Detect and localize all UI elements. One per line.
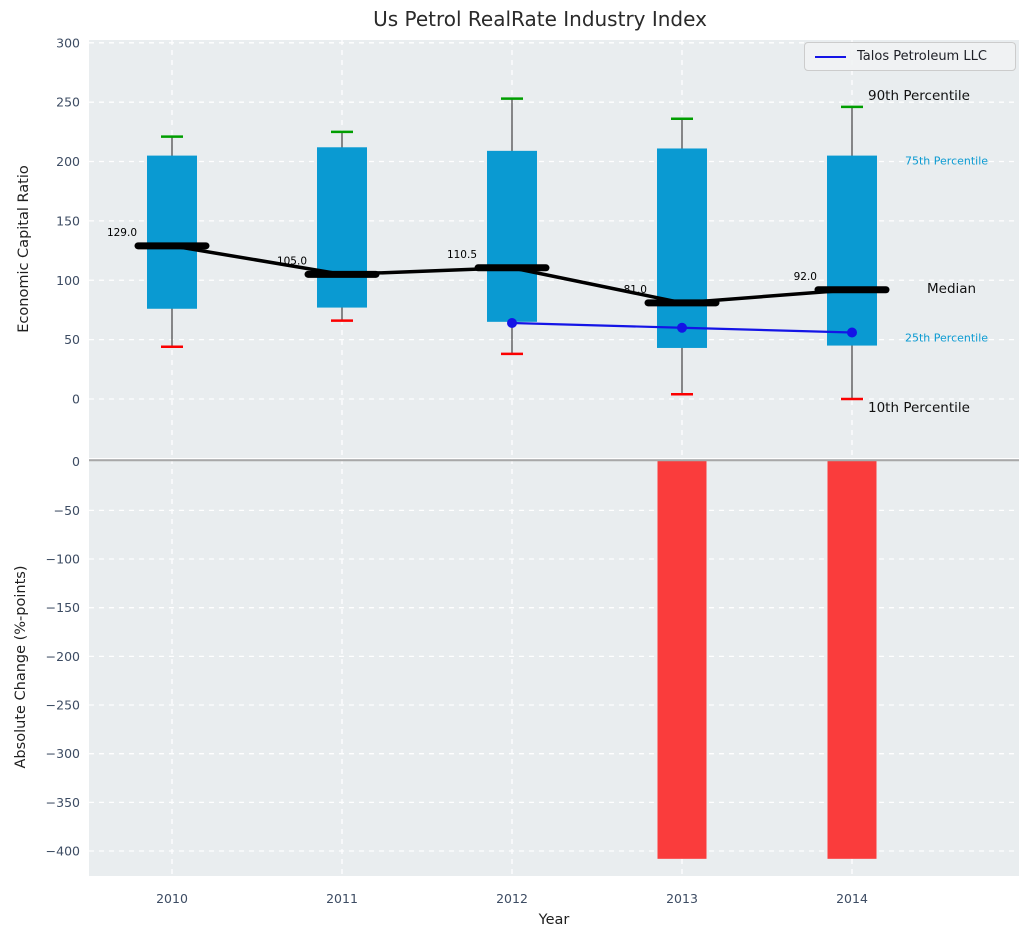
label-10th-percentile: 10th Percentile (868, 400, 970, 416)
xtick-2011: 2011 (326, 891, 358, 906)
top-ytick-300: 300 (56, 35, 80, 50)
bottom-ytick--50: −50 (54, 503, 80, 518)
change-bar-2013 (657, 460, 707, 859)
bottom-ytick--400: −400 (46, 844, 80, 859)
talos-marker-0 (507, 318, 517, 329)
label-25th-percentile: 25th Percentile (905, 331, 989, 345)
legend-label: Talos Petroleum LLC (857, 49, 987, 64)
bottom-ytick--100: −100 (46, 552, 80, 567)
legend: Talos Petroleum LLC (804, 42, 1016, 71)
top-ytick-200: 200 (56, 154, 80, 169)
iqr-box-2012 (487, 150, 537, 322)
top-ytick-0: 0 (72, 392, 80, 407)
x-axis-label: Year (538, 912, 570, 928)
top-ytick-250: 250 (56, 95, 80, 110)
y-axis-label-bottom: Absolute Change (%-points) (13, 565, 29, 769)
legend-line-sample (815, 55, 846, 58)
bottom-ytick--250: −250 (46, 698, 80, 713)
bottom-ytick-0: 0 (72, 454, 80, 469)
bottom-ytick--300: −300 (46, 746, 80, 761)
median-value-label-2010: 129.0 (107, 227, 137, 239)
talos-marker-1 (677, 322, 687, 333)
label-75th-percentile: 75th Percentile (905, 154, 989, 168)
bottom-panel-bg (89, 459, 1019, 876)
change-bar-2014 (827, 460, 877, 859)
label-median: Median (927, 281, 977, 297)
bottom-ytick--350: −350 (46, 795, 80, 810)
xtick-2013: 2013 (666, 891, 698, 906)
xtick-2010: 2010 (156, 891, 188, 906)
y-axis-label-top: Economic Capital Ratio (16, 165, 32, 333)
median-value-label-2012: 110.5 (447, 249, 477, 261)
top-ytick-100: 100 (56, 273, 80, 288)
iqr-box-2014 (827, 155, 877, 346)
xtick-2014: 2014 (836, 891, 868, 906)
iqr-box-2011 (317, 147, 367, 308)
label-90th-percentile: 90th Percentile (868, 88, 970, 104)
top-ytick-150: 150 (56, 213, 80, 228)
chart-title: Us Petrol RealRate Industry Index (373, 7, 707, 31)
median-value-label-2011: 105.0 (277, 255, 307, 267)
median-value-label-2014: 92.0 (794, 271, 817, 283)
bottom-ytick--150: −150 (46, 600, 80, 615)
xtick-2012: 2012 (496, 891, 528, 906)
bottom-ytick--200: −200 (46, 649, 80, 664)
median-value-label-2013: 81.0 (624, 284, 647, 296)
top-ytick-50: 50 (64, 332, 80, 347)
iqr-box-2013 (657, 148, 707, 348)
iqr-box-2010 (147, 155, 197, 309)
talos-marker-2 (847, 327, 857, 338)
